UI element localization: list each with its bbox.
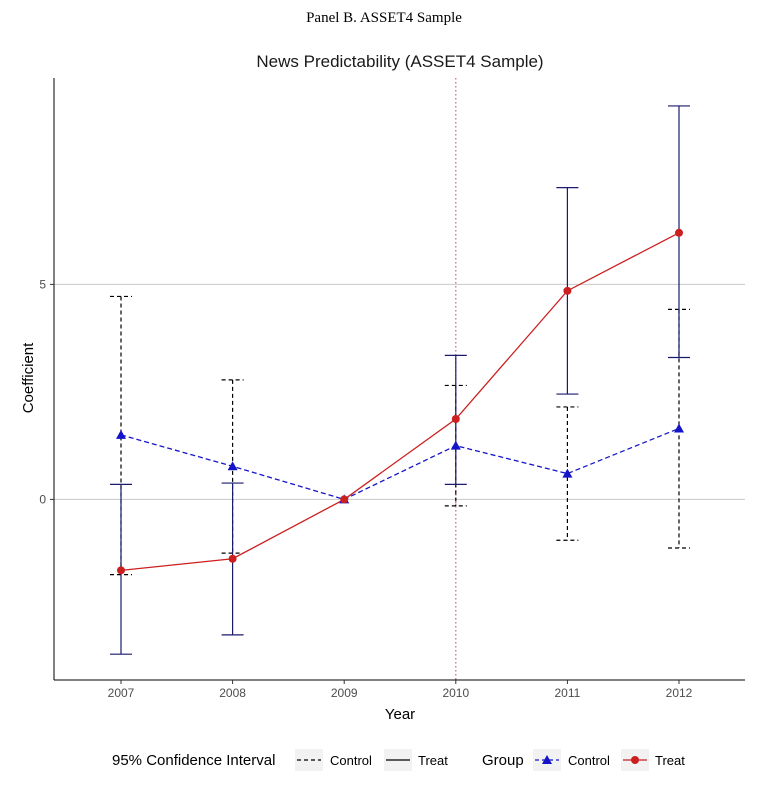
point-control-2012 (674, 423, 684, 433)
plot-area: 0 5 2007 2008 2009 2010 2011 2012 (39, 78, 745, 700)
x-tick-label-2009: 2009 (331, 686, 358, 700)
point-treat-2008 (228, 554, 237, 563)
legend-group-title: Group (482, 752, 524, 769)
x-tick-label-2008: 2008 (219, 686, 246, 700)
point-control-2010 (450, 440, 461, 450)
x-tick-label-2012: 2012 (666, 686, 693, 700)
point-control-2007 (116, 429, 126, 439)
legend: 95% Confidence Interval Control Treat Gr… (112, 749, 685, 771)
point-treat-2010 (451, 414, 460, 423)
legend-ci-title: 95% Confidence Interval (112, 752, 275, 769)
series-line-control (120, 427, 680, 501)
x-tick-label-2007: 2007 (108, 686, 135, 700)
point-treat-2009 (340, 495, 349, 504)
legend-ci-control-label: Control (330, 753, 372, 768)
point-treat-2012 (675, 228, 683, 237)
legend-ci-control-key (295, 749, 323, 771)
point-control-2011 (562, 468, 573, 478)
x-tick-label-2011: 2011 (554, 686, 580, 700)
y-tick-label-0: 0 (39, 492, 46, 506)
legend-group-treat-marker (631, 756, 639, 764)
point-treat-2011 (563, 286, 572, 295)
legend-group-treat-label: Treat (655, 753, 685, 768)
chart-title: News Predictability (ASSET4 Sample) (256, 52, 543, 71)
y-tick-label-5: 5 (39, 277, 46, 291)
legend-group-control-label: Control (568, 753, 610, 768)
x-tick-label-2010: 2010 (442, 686, 469, 700)
panel-title: Panel B. ASSET4 Sample (306, 10, 462, 26)
point-treat-2007 (117, 566, 125, 575)
legend-ci-treat-label: Treat (418, 753, 448, 768)
point-control-2008 (227, 461, 238, 471)
x-axis-label: Year (385, 706, 415, 723)
legend-group-control-marker (542, 755, 552, 764)
series-line-treat (120, 232, 680, 571)
y-axis-label: Coefficient (20, 342, 37, 413)
